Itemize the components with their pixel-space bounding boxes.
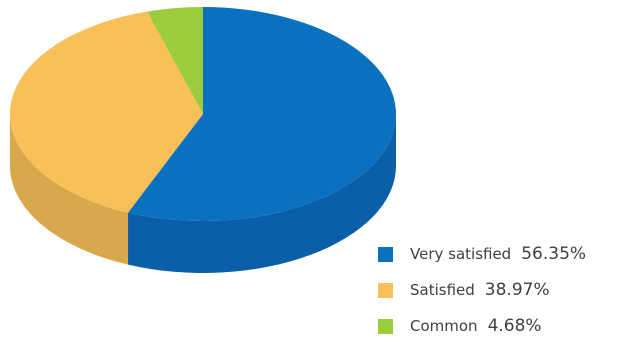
legend-value-common: 4.68% [487,316,542,336]
pie-side-satisfied [10,114,129,265]
legend-item-very-satisfied: Very satisfied 56.35% [378,244,614,264]
legend-swatch-very-satisfied [378,246,393,262]
pie-sides [10,114,397,274]
pie-slice-very-satisfied [128,7,396,222]
legend-value-very-satisfied: 56.35% [521,244,587,264]
legend-swatch-common [378,318,393,334]
chart-legend: Very satisfied 56.35% Satisfied 38.97% C… [378,244,614,352]
pie-tops [9,6,396,222]
legend-value-satisfied: 38.97% [484,280,550,300]
legend-label-very-satisfied: Very satisfied [410,245,512,263]
pie-slice-satisfied [9,11,204,213]
pie-side-very-satisfied [128,114,397,274]
pie-slice-common [147,6,203,114]
legend-label-satisfied: Satisfied [410,281,475,299]
legend-item-satisfied: Satisfied 38.97% [378,280,614,300]
legend-label-common: Common [410,317,478,335]
legend-item-common: Common 4.68% [378,316,614,336]
legend-swatch-satisfied [378,282,393,298]
